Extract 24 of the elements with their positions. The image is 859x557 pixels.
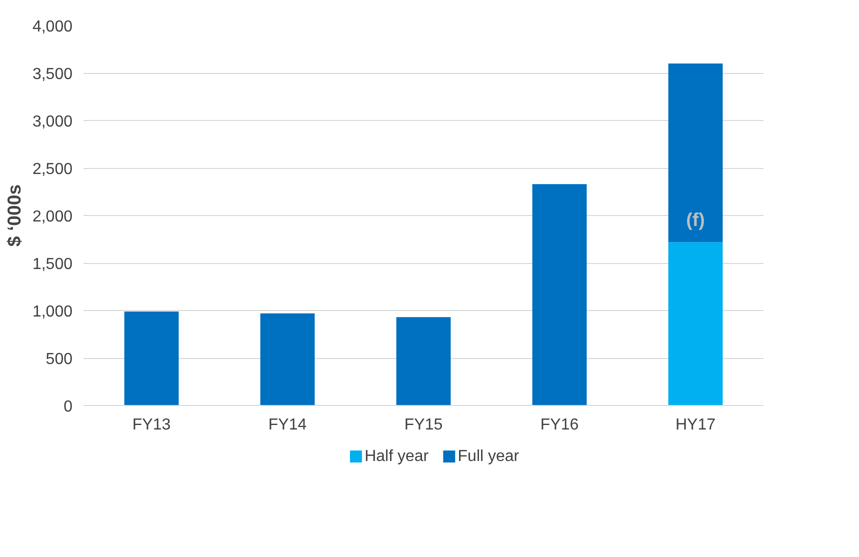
- annotation: (f): [686, 209, 705, 230]
- y-tick-label: 4,000: [32, 18, 73, 36]
- legend-label: Full year: [458, 448, 520, 465]
- x-tick-label: FY14: [268, 416, 307, 434]
- x-tick-label: FY13: [132, 416, 171, 434]
- bar: [260, 313, 315, 406]
- y-tick-label: 500: [46, 351, 73, 368]
- x-tick-label: FY15: [404, 416, 443, 434]
- y-axis-title: $ ‘000s: [3, 184, 24, 247]
- y-tick-label: 3,500: [32, 66, 73, 83]
- x-tick-label: HY17: [675, 416, 716, 434]
- bar: [668, 242, 723, 406]
- y-tick-label: 3,000: [32, 114, 73, 130]
- y-tick-label: 0: [64, 398, 73, 416]
- legend-label: Half year: [364, 448, 430, 465]
- y-tick-label: 1,500: [32, 256, 73, 273]
- y-tick-label: 2,500: [32, 161, 73, 178]
- y-tick-label: 1,000: [32, 304, 73, 320]
- bar: [668, 64, 723, 242]
- x-tick-label: FY16: [540, 416, 579, 434]
- y-tick-label: 2,000: [32, 208, 73, 226]
- bar: [396, 317, 451, 406]
- bar: [532, 184, 587, 406]
- bar: [124, 311, 179, 406]
